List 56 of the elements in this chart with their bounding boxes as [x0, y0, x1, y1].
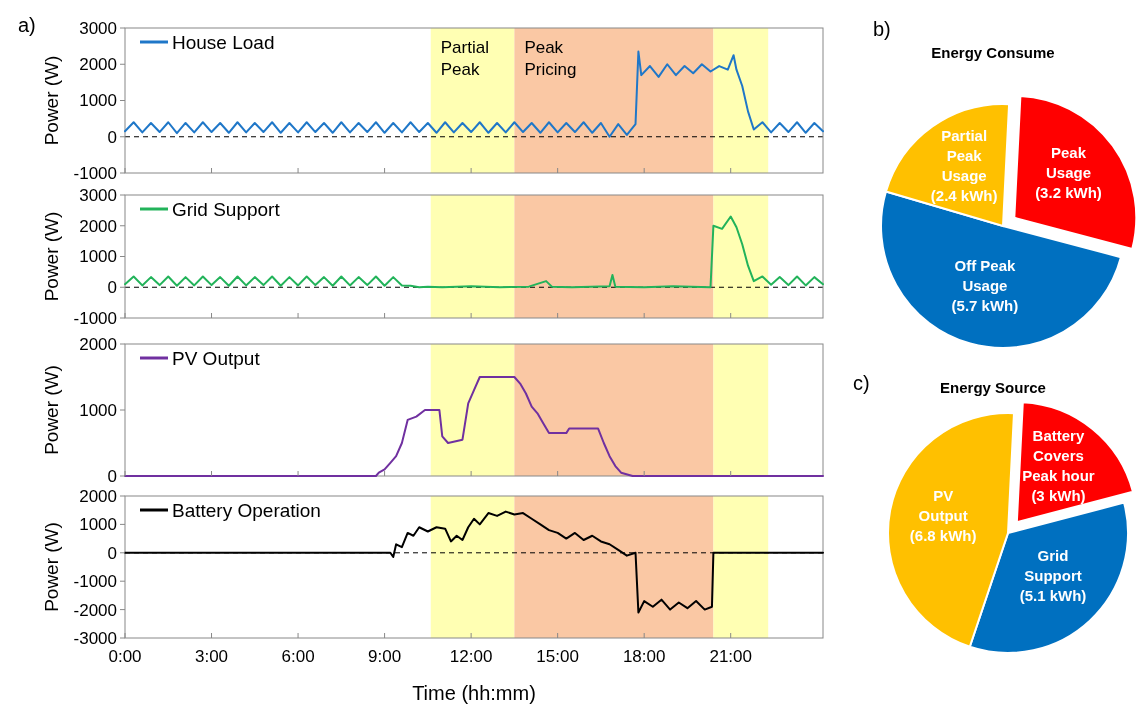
slice-label: Grid Support — [1024, 547, 1082, 585]
x-tick-label: 6:00 — [281, 647, 315, 666]
y-tick-label: -3000 — [73, 628, 117, 648]
line-series — [124, 376, 824, 477]
y-tick-label: 1000 — [79, 247, 117, 267]
y-axis-title: Power (W) — [41, 522, 62, 612]
y-tick-label: 1000 — [79, 515, 117, 535]
y-tick-label: 1000 — [79, 91, 117, 111]
y-axis-title: Power (W) — [41, 55, 62, 146]
text: a) — [18, 14, 36, 36]
legend-label: House Load — [172, 31, 275, 53]
slice-label: Off Peak Usage — [954, 256, 1017, 294]
data-label: (5.1 kWh) — [1019, 587, 1087, 605]
x-tick-label: 15:00 — [536, 647, 579, 666]
x-tick-label: 0:00 — [108, 647, 142, 666]
legend-label: Battery Operation — [172, 499, 321, 521]
legend-label: PV Output — [172, 347, 261, 369]
data-label: (3 kWh) — [1031, 486, 1086, 504]
text: c) — [853, 372, 870, 394]
y-tick-label: -1000 — [73, 163, 117, 183]
y-axis-title: Power (W) — [41, 211, 62, 302]
x-tick-label: 3:00 — [194, 647, 229, 666]
y-tick-label: 1000 — [79, 400, 117, 420]
chart-title: Energy Consume — [931, 44, 1055, 61]
y-tick-label: 0 — [107, 466, 117, 486]
y-tick-label: 2000 — [79, 334, 117, 354]
y-tick-label: 3000 — [79, 18, 117, 38]
x-axis-title: Time (hh:mm) — [412, 682, 536, 704]
y-tick-label: 0 — [107, 278, 117, 298]
y-tick-label: 2000 — [79, 216, 117, 236]
text: b) — [873, 18, 891, 40]
slice-label: Battery Covers Peak hour — [1022, 426, 1095, 484]
data-label: (3.2 kWh) — [1035, 184, 1102, 202]
chart-title: Energy Source — [940, 379, 1046, 396]
y-tick-label: -1000 — [73, 572, 117, 592]
y-tick-label: 3000 — [79, 185, 117, 205]
x-tick-label: 18:00 — [622, 647, 666, 666]
slice-label: PV Output — [918, 486, 968, 524]
slice-label: Partial Peak Usage — [941, 127, 988, 185]
data-label: (5.7 kWh) — [951, 296, 1019, 314]
data-label: (6.8 kWh) — [909, 526, 977, 544]
x-tick-label: 12:00 — [449, 647, 493, 666]
y-tick-label: 0 — [107, 127, 117, 147]
data-label: (2.4 kWh) — [930, 187, 998, 205]
x-tick-label: 9:00 — [368, 647, 402, 666]
y-axis-title: Power (W) — [41, 365, 62, 455]
y-tick-label: 2000 — [79, 486, 117, 506]
band-label: Partial Peak — [440, 38, 489, 79]
legend-label: Grid Support — [172, 198, 281, 220]
y-tick-label: 2000 — [79, 55, 117, 75]
slice-label: Peak Usage — [1045, 144, 1091, 182]
band-label: Peak Pricing — [524, 38, 577, 79]
x-tick-label: 21:00 — [709, 647, 752, 666]
y-tick-label: -2000 — [73, 600, 117, 620]
y-tick-label: -1000 — [73, 308, 117, 328]
y-tick-label: 0 — [107, 543, 117, 563]
